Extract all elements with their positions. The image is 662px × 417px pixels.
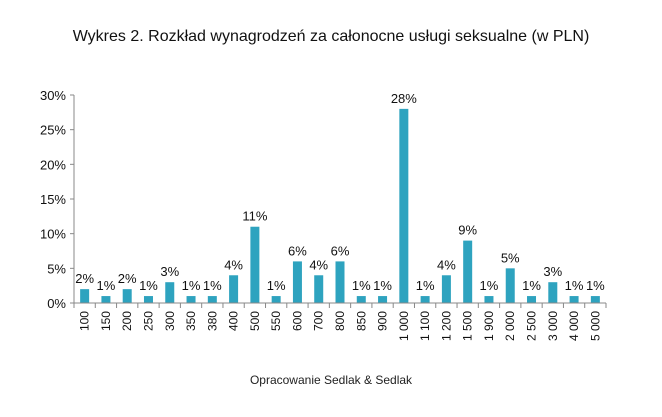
bars	[80, 108, 600, 303]
data-label: 2%	[118, 271, 137, 286]
x-tick-label: 2 000	[503, 311, 517, 341]
bar	[378, 296, 388, 303]
data-label: 1%	[522, 278, 541, 293]
x-tick-label: 3 000	[546, 311, 560, 341]
x-tick-label: 5 000	[588, 311, 602, 341]
bar	[314, 275, 324, 303]
y-axis: 0% 5% 10% 15% 20% 25% 30%	[40, 88, 75, 311]
data-label: 1%	[97, 278, 116, 293]
bar	[527, 296, 537, 303]
x-tick-label: 350	[184, 311, 198, 331]
bar	[484, 296, 494, 303]
x-tick-label: 900	[376, 311, 390, 331]
bar	[250, 226, 260, 303]
x-tick-label: 550	[269, 311, 283, 331]
data-label: 4%	[437, 257, 456, 272]
bar	[186, 296, 196, 303]
data-labels: 2% 1% 2% 1%3%1% 1%4%11%1%6%4%6%1% 1%28%1%4%9%…	[75, 91, 605, 293]
y-tick-label: 15%	[40, 192, 66, 207]
bar	[463, 240, 473, 303]
data-label: 1%	[139, 278, 158, 293]
x-tick-label: 1 200	[439, 311, 453, 341]
bar	[399, 108, 409, 303]
y-tick-label: 0%	[47, 296, 66, 311]
x-tick-label: 2 500	[525, 311, 539, 341]
data-label: 6%	[331, 243, 350, 258]
bar	[80, 289, 90, 303]
x-tick-label: 380	[205, 311, 219, 331]
bar	[356, 296, 366, 303]
x-tick-label: 1 900	[482, 311, 496, 341]
x-tick-label: 400	[227, 311, 241, 331]
data-label: 5%	[501, 250, 520, 265]
bar	[101, 296, 111, 303]
data-label: 1%	[586, 278, 605, 293]
data-label: 3%	[543, 264, 562, 279]
bar	[165, 282, 175, 303]
x-tick-label: 300	[163, 311, 177, 331]
data-label: 11%	[242, 209, 267, 224]
data-label: 1%	[267, 278, 286, 293]
data-label: 1%	[182, 278, 201, 293]
chart-title: Wykres 2. Rozkład wynagrodzeń za całonoc…	[72, 28, 590, 45]
x-tick-label: 700	[312, 311, 326, 331]
data-label: 28%	[391, 91, 417, 106]
x-axis: 100 150 200 250 300 350 380 400 500 550 600 700 800 8…	[73, 302, 607, 341]
x-tick-label: 4 000	[567, 311, 581, 341]
x-tick-label: 850	[354, 311, 368, 331]
x-tick-label: 250	[141, 311, 155, 331]
bar	[292, 261, 302, 303]
data-label: 3%	[160, 264, 179, 279]
bar	[229, 275, 239, 303]
y-tick-label: 20%	[40, 157, 66, 172]
bar	[143, 296, 153, 303]
bar	[335, 261, 345, 303]
data-label: 1%	[565, 278, 584, 293]
data-label: 1%	[480, 278, 499, 293]
data-label: 1%	[373, 278, 392, 293]
x-tick-label: 200	[120, 311, 134, 331]
bar	[548, 282, 558, 303]
x-tick-label: 800	[333, 311, 347, 331]
data-label: 4%	[309, 257, 328, 272]
x-tick-label: 1 100	[418, 311, 432, 341]
bar	[441, 275, 451, 303]
bar	[569, 296, 579, 303]
data-label: 6%	[288, 243, 307, 258]
bar	[207, 296, 217, 303]
y-tick-label: 25%	[40, 123, 66, 138]
x-tick-label: 100	[78, 311, 92, 331]
bar	[122, 289, 132, 303]
x-tick-label: 600	[290, 311, 304, 331]
source-note: Opracowanie Sedlak & Sedlak	[249, 373, 413, 387]
bar	[590, 296, 600, 303]
y-tick-label: 5%	[47, 261, 66, 276]
x-tick-label: 1 000	[397, 311, 411, 341]
data-label: 1%	[416, 278, 435, 293]
x-tick-label: 1 500	[461, 311, 475, 341]
data-label: 4%	[224, 257, 243, 272]
data-label: 9%	[458, 223, 477, 238]
y-tick-label: 30%	[40, 88, 66, 103]
data-label: 1%	[352, 278, 371, 293]
data-label: 2%	[75, 271, 94, 286]
bar	[271, 296, 281, 303]
bar	[420, 296, 430, 303]
x-tick-label: 150	[99, 311, 113, 331]
y-tick-label: 10%	[40, 227, 66, 242]
data-label: 1%	[203, 278, 222, 293]
bar	[505, 268, 515, 303]
x-tick-label: 500	[248, 311, 262, 331]
